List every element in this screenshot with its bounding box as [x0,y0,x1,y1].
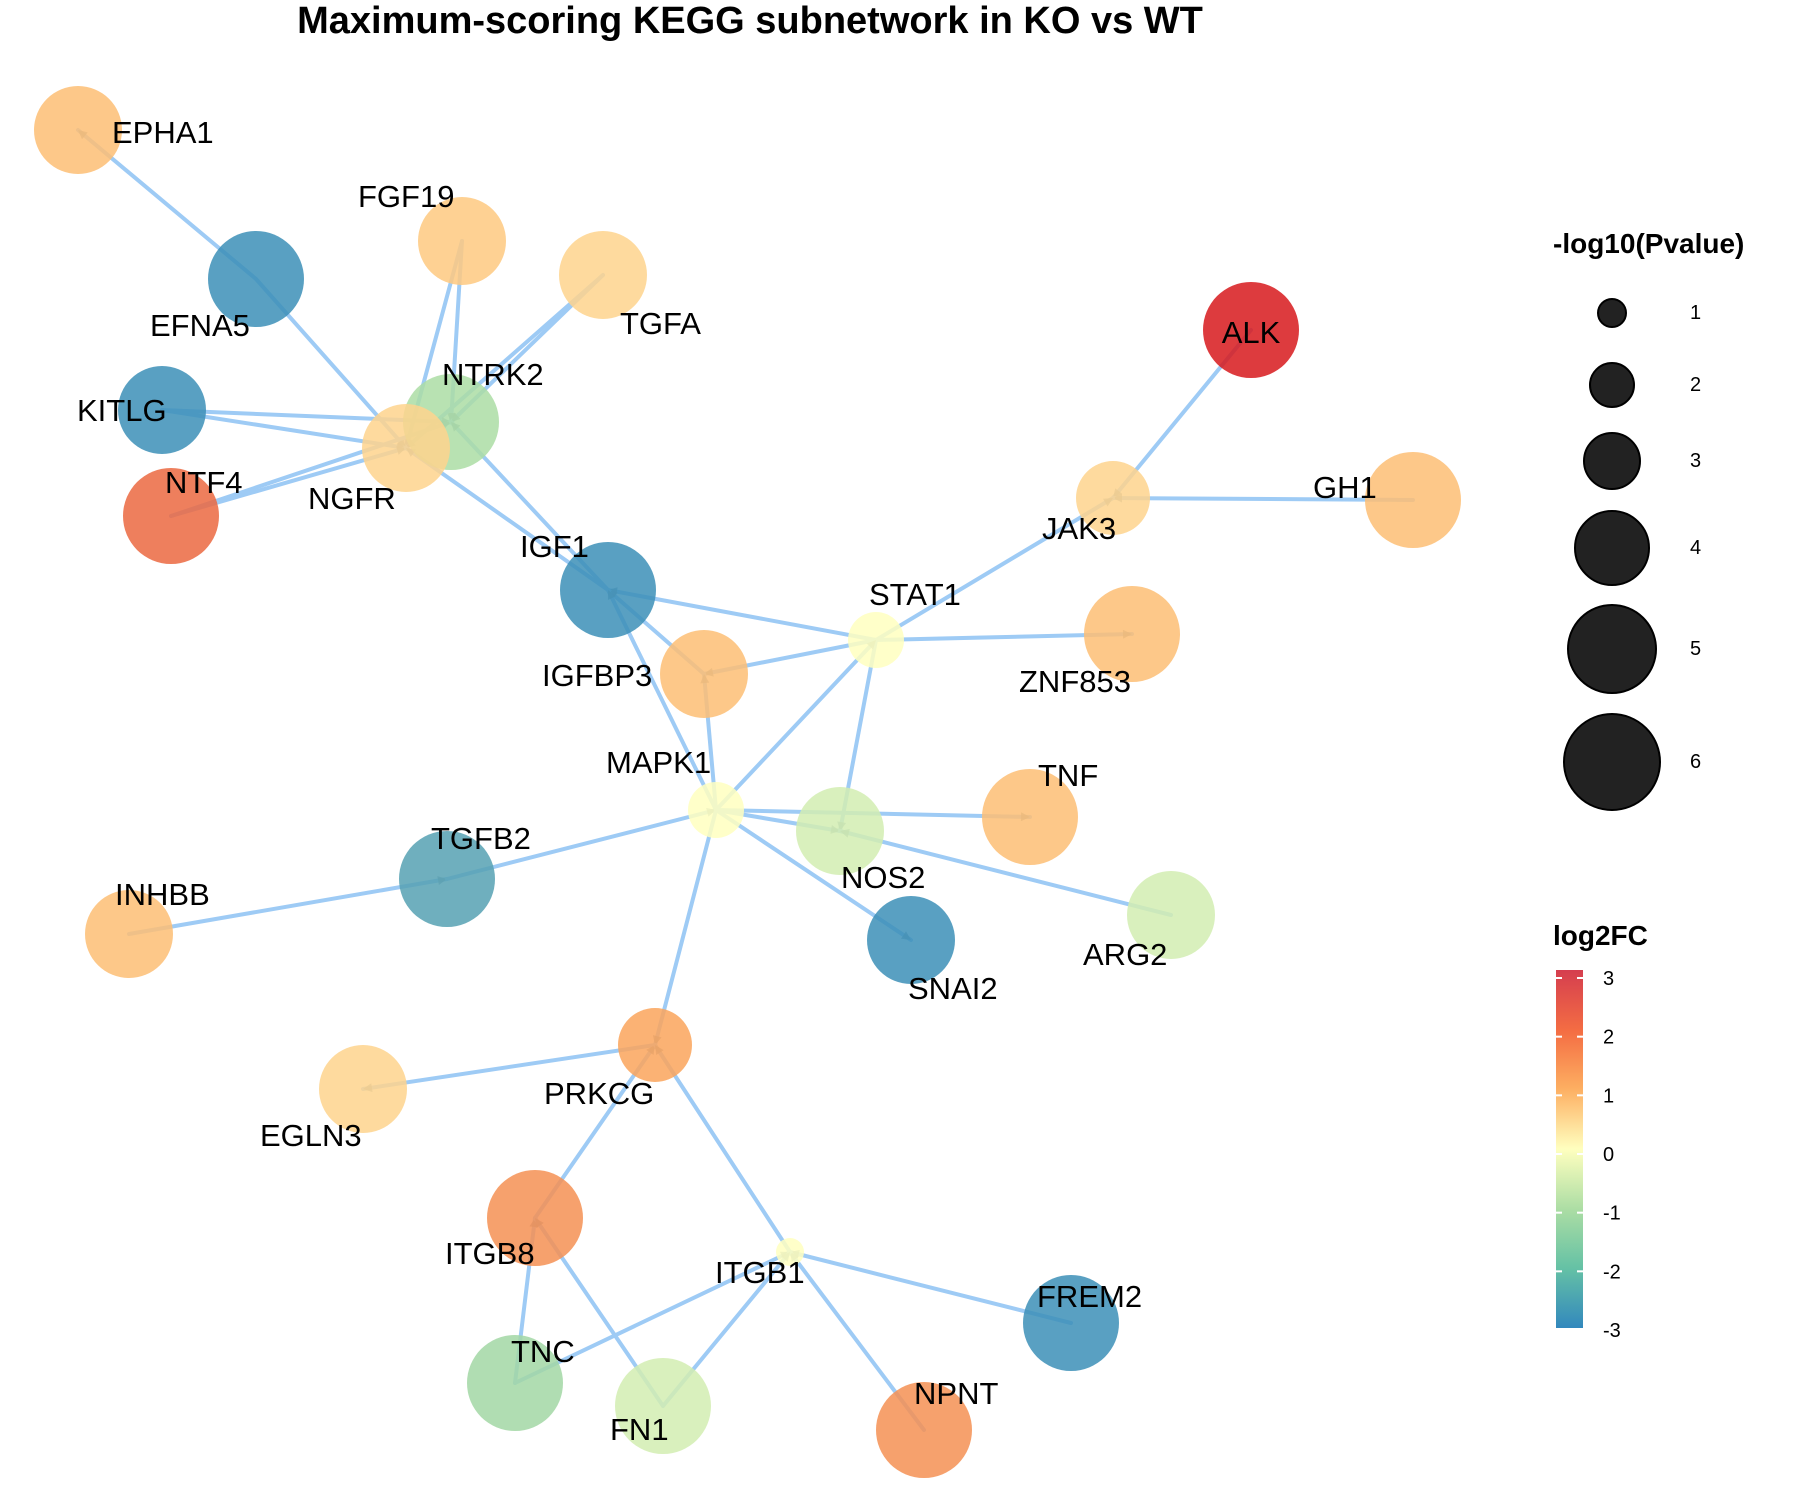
gene-label: INHBB [115,877,210,912]
gene-node [1076,461,1150,535]
size-legend-label: 2 [1690,374,1702,396]
gene-node [660,630,748,718]
size-legend-dots [1563,298,1661,811]
gene-label: TNF [1038,758,1098,793]
size-legend-dot [1589,362,1635,408]
gene-node [776,1238,804,1266]
gene-node [796,787,884,875]
gene-label: NPNT [914,1376,998,1411]
gene-label: NOS2 [841,860,925,895]
colorbar [1556,970,1583,1328]
gene-node [559,231,647,319]
network-edge [653,1043,792,1254]
gene-node [1203,282,1299,378]
gene-node [208,231,304,327]
gene-node [1084,586,1180,682]
colorbar-tick-label: 3 [1603,968,1614,990]
gene-label: ITGB1 [715,1255,805,1290]
gene-node [362,404,450,492]
gene-node [615,1358,711,1454]
gene-label: NGFR [308,481,396,516]
gene-node [1365,452,1461,548]
gene-node [467,1335,563,1431]
gene-node [85,890,173,978]
gene-label: IGF1 [520,529,589,564]
colorbar-tick-label: -2 [1603,1261,1621,1283]
gene-node [876,1382,972,1478]
gene-label: FREM2 [1037,1279,1142,1314]
gene-label: NTRK2 [442,357,544,392]
colorbar-tick-label: -3 [1603,1320,1621,1342]
gene-label: NTF4 [165,465,243,500]
gene-label: FN1 [610,1412,669,1447]
gene-node [123,468,219,564]
colorbar-tick-label: -1 [1603,1203,1621,1225]
color-legend-title: log2FC [1553,920,1648,951]
gene-node [982,769,1078,865]
gene-label: ZNF853 [1019,664,1131,699]
colorbar-tick-label: 0 [1603,1144,1614,1166]
gene-label: EPHA1 [112,115,214,150]
nodes [34,86,1461,1478]
gene-node [418,197,506,285]
gene-label: EFNA5 [150,308,250,343]
gene-node [118,366,206,454]
gene-label: SNAI2 [908,971,998,1006]
gene-label: JAK3 [1042,511,1116,546]
gene-label: TNC [511,1334,575,1369]
gene-node [1127,871,1215,959]
gene-label: PRKCG [544,1076,654,1111]
size-legend-label: 1 [1690,302,1702,324]
color-legend: 3 2 1 0 -1 -2 -3 [1556,968,1621,1342]
size-legend-dot [1567,604,1657,694]
node-labels: EPHA1 FGF19 EFNA5 TGFA KITLG NTRK2 NGFR NTF4 ALK… [77,115,1377,1447]
gene-node [1023,1275,1119,1371]
gene-label: KITLG [77,393,167,428]
gene-node [688,782,744,838]
size-legend-title: -log10(Pvalue) [1553,228,1745,259]
gene-label: MAPK1 [606,745,711,780]
gene-label: TGFB2 [431,821,531,856]
size-legend-label: 3 [1690,450,1702,472]
gene-label: GH1 [1313,470,1377,505]
size-legend-dot [1583,432,1641,490]
gene-node [848,612,904,668]
gene-node [867,896,955,984]
size-legend-label: 4 [1690,537,1702,559]
gene-label: ARG2 [1083,937,1167,972]
size-legend-dot [1597,298,1627,328]
size-legend-dot [1563,713,1661,811]
gene-label: FGF19 [358,179,454,214]
gene-label: ITGB8 [445,1236,535,1271]
gene-label: EGLN3 [260,1118,362,1153]
gene-node [618,1008,692,1082]
gene-node [34,86,122,174]
colorbar-tick-label: 1 [1603,1085,1614,1107]
chart-title: Maximum-scoring KEGG subnetwork in KO vs… [297,0,1203,42]
colorbar-tick-label: 2 [1603,1027,1614,1049]
gene-node [487,1170,583,1266]
size-legend-label: 6 [1690,751,1702,773]
size-legend-dot [1574,510,1650,586]
gene-label: IGFBP3 [542,658,652,693]
gene-node [319,1045,407,1133]
gene-node [560,542,656,638]
gene-label: ALK [1222,315,1281,350]
gene-node [399,831,495,927]
gene-label: STAT1 [869,577,961,612]
size-legend-label: 5 [1690,638,1702,660]
gene-label: TGFA [620,306,701,341]
